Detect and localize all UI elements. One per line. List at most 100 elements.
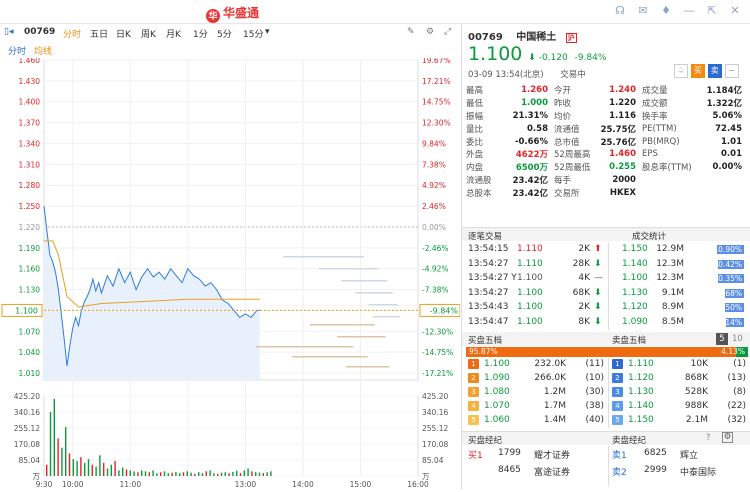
- stat-label: 每手: [554, 175, 572, 186]
- stat-label: 外盘: [466, 150, 484, 161]
- trade-price: 1.100: [517, 316, 543, 327]
- minimize-icon[interactable]: —: [683, 4, 695, 17]
- volume-bar: [171, 472, 173, 476]
- trade-volume: 2K: [578, 302, 590, 312]
- sell-orders: (32): [727, 415, 746, 425]
- volume-bar: [182, 472, 185, 476]
- volume-bar: [68, 453, 71, 476]
- buy-broker-name[interactable]: 耀才证券: [534, 451, 571, 461]
- stat-price: 1.130: [622, 287, 648, 298]
- buy-broker-title: 买盘经纪: [468, 436, 503, 446]
- sell-broker-name[interactable]: 中泰国际: [680, 468, 717, 478]
- restore-icon[interactable]: ⇱: [707, 4, 717, 17]
- settings-gear-icon[interactable]: ⚙: [722, 432, 733, 443]
- stat-value: 1.116: [609, 110, 636, 121]
- avg-price-line: [44, 240, 260, 308]
- sell-pct: 4.13%: [721, 347, 745, 356]
- mail-icon[interactable]: ✉: [638, 4, 648, 17]
- x-tick: 14:00: [292, 480, 314, 489]
- shirt-icon[interactable]: ♦: [661, 4, 671, 17]
- sell-size: 528K: [684, 387, 708, 397]
- depth-bar: [319, 268, 379, 270]
- trade-row: 13:54:27 1.100 68K ⬇ 1.130 9.1M 7.68%: [462, 288, 750, 301]
- quote-stats-row: 总股本 23.42亿 交易所 HKEX: [466, 186, 748, 199]
- sell-broker-level: 卖2: [612, 468, 627, 478]
- sell-button[interactable]: 卖: [707, 64, 722, 78]
- trades-title: 逐笔交易: [468, 232, 503, 242]
- quote-stats-row: 流通股 23.42亿 每手 2000: [466, 174, 748, 187]
- expand-icon[interactable]: ⤢: [444, 27, 452, 37]
- stat-label: 最低: [466, 99, 484, 110]
- volume-bar: [243, 470, 245, 476]
- stat-value: -0.66%: [514, 136, 548, 147]
- vol-tick-left: 425.20: [14, 392, 40, 401]
- broker-header: 买盘经纪 卖盘经纪 ? ⚙: [462, 431, 750, 446]
- tab-15min[interactable]: 15分: [243, 30, 264, 40]
- volume-bar: [76, 460, 78, 476]
- vol-tick-left: 255.12: [14, 424, 40, 433]
- buy-size: 1.2M: [543, 387, 566, 397]
- buy-size: 1.7M: [543, 401, 566, 411]
- tab-monthly-k[interactable]: 月K: [166, 30, 181, 40]
- y-tick-right: 9.84%: [422, 139, 446, 148]
- collapse-icon[interactable]: ▯◂: [4, 27, 14, 37]
- settings-icon[interactable]: ⚙: [426, 27, 435, 37]
- volume-bar: [255, 472, 257, 476]
- buy-level: 5: [468, 415, 479, 425]
- stat-value: 1.322亿: [706, 99, 742, 110]
- depth-bar: [337, 336, 386, 338]
- buy-button[interactable]: 买: [690, 64, 705, 78]
- volume-bar: [201, 473, 204, 476]
- sell-level: 2: [612, 373, 623, 383]
- tab-weekly-k[interactable]: 周K: [141, 30, 156, 40]
- sell-price: 1.130: [628, 387, 654, 397]
- vol-tick-right: 85.04: [422, 456, 444, 465]
- alert-icon[interactable]: ♤: [674, 64, 688, 78]
- tab-5day[interactable]: 五日: [90, 30, 109, 40]
- quote-header: 00769 中国稀土 沪: [468, 28, 577, 43]
- stat-value: 1.460: [609, 149, 636, 160]
- vol-tick-right: 170.08: [422, 440, 448, 449]
- stat-label: 流通股: [466, 175, 492, 186]
- trades-list: 13:54:15 1.110 2K ⬆ 1.150 12.9M 10.90% 13:54:27…: [462, 242, 750, 332]
- minus-icon[interactable]: −: [724, 64, 739, 78]
- depth-bar: [368, 304, 399, 306]
- sell-broker-id: 2999: [644, 465, 667, 475]
- sell-size: 988K: [684, 401, 708, 411]
- close-icon[interactable]: ✕: [730, 4, 740, 17]
- quote-panel: 00769 中国稀土 沪 1.100 ⬇ -0.120 -9.84% 03-09…: [461, 24, 750, 489]
- chevron-down-icon[interactable]: ▾: [265, 27, 270, 37]
- pencil-icon[interactable]: ✎: [407, 27, 415, 37]
- stat-label: 股息率(TTM): [641, 163, 692, 174]
- depth-10-button[interactable]: 10: [732, 334, 743, 344]
- tab-1min[interactable]: 1分: [193, 30, 208, 40]
- buy-price: 1.060: [484, 415, 510, 425]
- headset-icon[interactable]: ☊: [615, 4, 625, 17]
- volume-bar: [46, 464, 48, 476]
- x-tick: 11:00: [119, 480, 141, 489]
- help-icon[interactable]: ?: [706, 433, 711, 443]
- y-tick-right: -12.30%: [422, 327, 453, 336]
- y-tick-left: 1.070: [19, 327, 41, 336]
- stat-label: [642, 186, 698, 199]
- tab-daily-k[interactable]: 日K: [116, 30, 131, 40]
- tab-timeshare[interactable]: 分时: [63, 30, 82, 40]
- sell-broker-name[interactable]: 辉立: [680, 451, 699, 461]
- tab-5min[interactable]: 5分: [217, 30, 232, 40]
- subtab-timeshare[interactable]: 分时: [8, 47, 27, 57]
- stat-volume: 12.3M: [656, 273, 684, 283]
- subtab-avg-line[interactable]: 均线: [34, 47, 53, 57]
- stat-label: 交易所: [554, 188, 580, 199]
- depth-5-button[interactable]: 5: [716, 333, 728, 345]
- x-tick: 16:00: [407, 480, 429, 489]
- arrow-down-icon: ⬇: [594, 302, 602, 312]
- volume-bar: [220, 472, 223, 476]
- arrow-up-icon: ⬆: [594, 244, 602, 254]
- stat-volume: 8.5M: [661, 316, 684, 327]
- buy-broker-name[interactable]: 富途证券: [534, 468, 571, 478]
- intraday-chart[interactable]: 1.460 19.67% 1.430 17.21% 1.400 14.75% 1.370 12…: [0, 56, 461, 489]
- trade-volume: 28K: [572, 258, 590, 269]
- stat-value: HKEX: [609, 187, 636, 198]
- volume-bar: [152, 470, 154, 476]
- stat-label: 成交量: [641, 86, 668, 97]
